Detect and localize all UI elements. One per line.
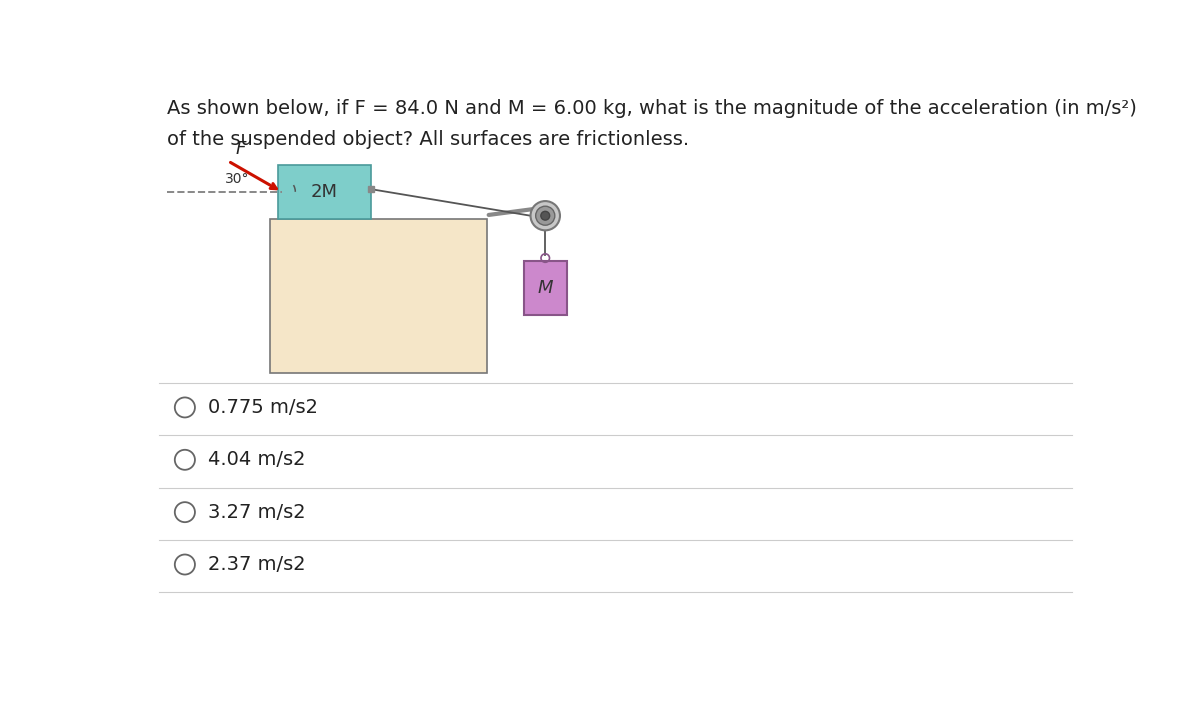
Circle shape — [541, 211, 550, 220]
Text: of the suspended object? All surfaces are frictionless.: of the suspended object? All surfaces ar… — [167, 130, 689, 150]
Circle shape — [175, 555, 194, 574]
Circle shape — [535, 206, 554, 225]
Circle shape — [175, 450, 194, 470]
Circle shape — [175, 502, 194, 522]
Text: As shown below, if F = 84.0 N and M = 6.00 kg, what is the magnitude of the acce: As shown below, if F = 84.0 N and M = 6.… — [167, 99, 1136, 118]
Text: 30°: 30° — [224, 173, 250, 187]
Bar — [524, 261, 566, 315]
Bar — [270, 219, 487, 372]
Circle shape — [530, 201, 560, 230]
Text: 2.37 m/s2: 2.37 m/s2 — [208, 555, 306, 574]
Text: 3.27 m/s2: 3.27 m/s2 — [208, 502, 306, 522]
Bar — [278, 165, 371, 219]
Text: 4.04 m/s2: 4.04 m/s2 — [208, 450, 306, 469]
Text: 0.775 m/s2: 0.775 m/s2 — [208, 398, 318, 417]
Text: M: M — [538, 279, 553, 297]
Text: F: F — [236, 140, 246, 158]
Circle shape — [175, 397, 194, 417]
Text: 2M: 2M — [311, 183, 338, 201]
